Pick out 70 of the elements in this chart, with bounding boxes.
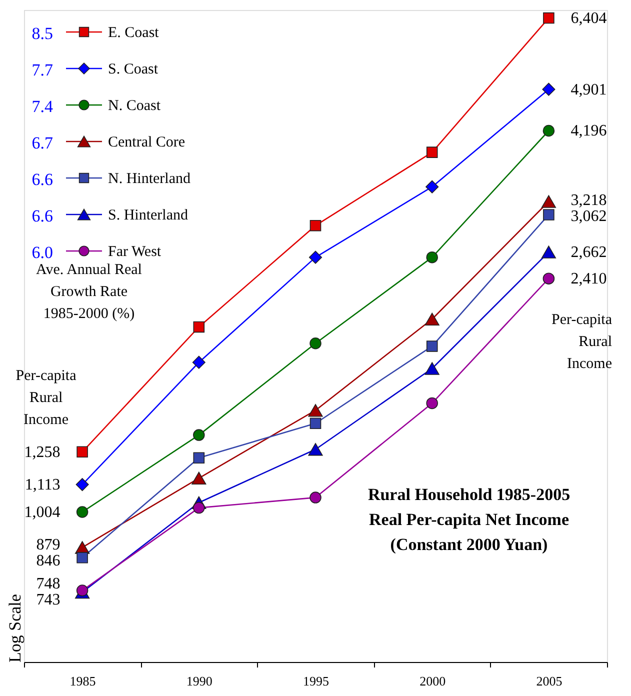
annotation: 6.0 — [32, 243, 53, 262]
legend-label: S. Coast — [108, 62, 159, 78]
point — [308, 442, 323, 456]
point — [426, 397, 438, 410]
data-label: 1,113 — [24, 476, 60, 494]
x-tick-label: 2005 — [536, 674, 562, 688]
point — [542, 124, 555, 137]
annotation: 7.7 — [32, 60, 54, 80]
point — [426, 251, 438, 264]
annotation: 6.6 — [32, 170, 53, 189]
point — [76, 506, 88, 518]
legend-label: Far West — [108, 244, 162, 260]
annotation: Ave. Annual Real Growth Rate 1985-2000 (%) — [36, 262, 142, 322]
legend-label: N. Hinterland — [108, 171, 191, 187]
legend-label: E. Coast — [108, 25, 160, 41]
point — [192, 472, 206, 485]
legend-label: Central Core — [108, 134, 186, 150]
x-tick-label: 1985 — [70, 674, 96, 688]
point — [76, 584, 88, 596]
point — [310, 338, 322, 350]
annotation: 6.7 — [32, 134, 54, 152]
annotation: 8.5 — [32, 24, 53, 43]
point — [308, 250, 322, 264]
x-tick-label: 1995 — [303, 674, 329, 688]
data-label: 879 — [36, 536, 60, 554]
data-label: 743 — [36, 591, 60, 608]
point — [76, 478, 89, 492]
point — [542, 82, 556, 96]
point — [193, 452, 205, 464]
point — [193, 429, 205, 441]
point — [424, 362, 440, 375]
annotation: Per-capita Rural Income — [552, 312, 612, 372]
text: Rural Household 1985-2005 Real Per-capita Net Income (Constant 2000 Yuan) — [368, 485, 570, 554]
point — [310, 418, 322, 430]
x-tick-label: 2000 — [420, 674, 446, 688]
point — [541, 246, 556, 258]
point — [542, 272, 555, 284]
annotation: 6.6 — [32, 206, 53, 226]
data-label: 6,404 — [570, 10, 607, 28]
data-label: 4,901 — [570, 81, 607, 98]
point — [541, 195, 556, 208]
point — [424, 312, 440, 326]
point — [543, 209, 554, 220]
data-label: 748 — [36, 575, 60, 592]
point — [310, 492, 322, 504]
point — [426, 180, 439, 194]
x-tick-label: 1990 — [186, 674, 212, 688]
data-label: 1,004 — [24, 504, 60, 522]
point — [76, 552, 88, 564]
y-axis-title: Log Scale — [6, 594, 24, 662]
annotation: 7.4 — [32, 97, 54, 116]
point — [192, 356, 206, 369]
point — [426, 146, 438, 158]
point — [193, 321, 205, 333]
data-label: 846 — [36, 552, 60, 570]
legend-label: S. Hinterland — [108, 208, 188, 224]
point — [426, 340, 438, 352]
data-label: 1,258 — [24, 444, 60, 461]
point — [76, 446, 88, 458]
data-label: 3,062 — [570, 208, 607, 226]
data-label: 4,196 — [570, 122, 607, 140]
data-label: 2,410 — [570, 270, 607, 288]
data-label: 2,662 — [570, 244, 607, 262]
point — [310, 220, 322, 232]
point — [193, 502, 205, 514]
legend-label: N. Coast — [108, 98, 162, 114]
point — [543, 12, 554, 24]
annotation: Per-capita Rural Income — [16, 368, 77, 428]
point — [308, 404, 323, 417]
data-label: 3,218 — [570, 192, 607, 210]
